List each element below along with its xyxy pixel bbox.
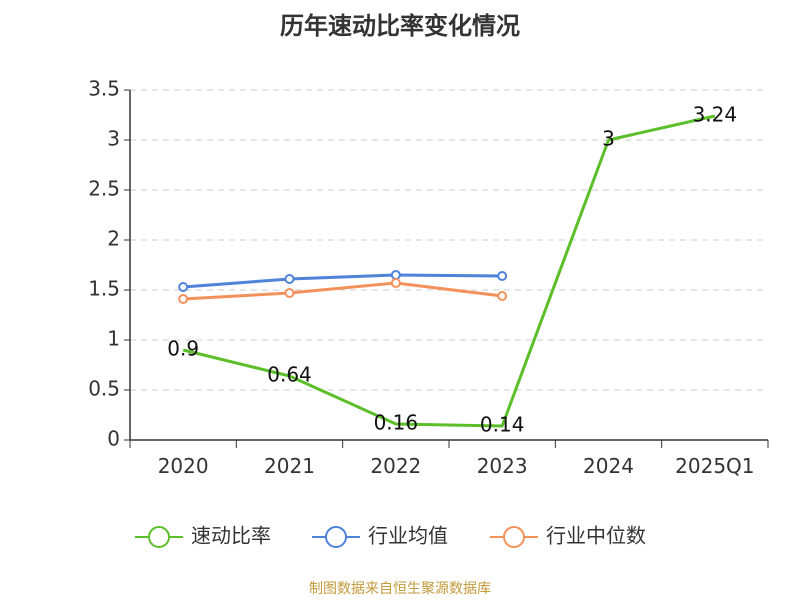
x-tick-label: 2022 <box>370 454 421 478</box>
y-tick-label: 2 <box>107 227 120 251</box>
y-tick-label: 2.5 <box>88 177 120 201</box>
legend-marker-2 <box>503 526 525 548</box>
series-point-1 <box>178 282 189 292</box>
chart-title: 历年速动比率变化情况 <box>280 12 520 40</box>
series-line-1 <box>183 273 503 289</box>
series-line-0 <box>182 114 716 428</box>
grid-lines <box>130 89 768 391</box>
y-tick-label: 3 <box>107 127 120 151</box>
legend-label-0: 速动比率 <box>191 524 271 548</box>
series-point-1 <box>497 271 508 281</box>
data-label: 0.16 <box>374 411 419 435</box>
series-point-1 <box>284 274 295 284</box>
series-point-2 <box>178 294 189 304</box>
series <box>178 114 716 428</box>
legend-marker-1 <box>325 526 347 548</box>
x-tick-label: 2025Q1 <box>675 454 754 478</box>
x-tick-label: 2024 <box>583 454 634 478</box>
data-label: 3 <box>602 127 615 151</box>
series-line-2 <box>183 281 503 301</box>
data-label: 0.9 <box>167 337 199 361</box>
series-point-2 <box>284 288 295 298</box>
legend-marker-0 <box>148 526 170 548</box>
y-tick-label: 1 <box>107 327 120 351</box>
y-tick-label: 0.5 <box>88 377 120 401</box>
x-tick-label: 2021 <box>264 454 315 478</box>
legend: 速动比率 行业均值 行业中位数 <box>135 524 646 548</box>
x-tick-label: 2023 <box>477 454 528 478</box>
y-tick-label: 3.5 <box>88 77 120 101</box>
legend-label-2: 行业中位数 <box>546 524 646 548</box>
axes <box>129 90 768 441</box>
series-point-2 <box>390 278 401 288</box>
series-point-2 <box>497 291 508 301</box>
y-axis-ticks: 0 0.5 1 1.5 2 2.5 3 3.5 <box>88 77 130 451</box>
legend-label-1: 行业均值 <box>368 524 448 548</box>
data-label: 0.64 <box>267 363 312 387</box>
data-labels: 0.9 0.64 0.16 0.14 3 3.24 <box>167 103 737 437</box>
data-label: 3.24 <box>693 103 738 127</box>
x-axis-ticks: 2020 2021 2022 2023 2024 2025Q1 <box>129 440 769 478</box>
data-source-note: 制图数据来自恒生聚源数据库 <box>309 581 491 597</box>
data-label: 0.14 <box>480 413 525 437</box>
y-tick-label: 1.5 <box>88 277 120 301</box>
y-tick-label: 0 <box>107 427 120 451</box>
x-tick-label: 2020 <box>158 454 209 478</box>
series-point-1 <box>390 270 401 280</box>
